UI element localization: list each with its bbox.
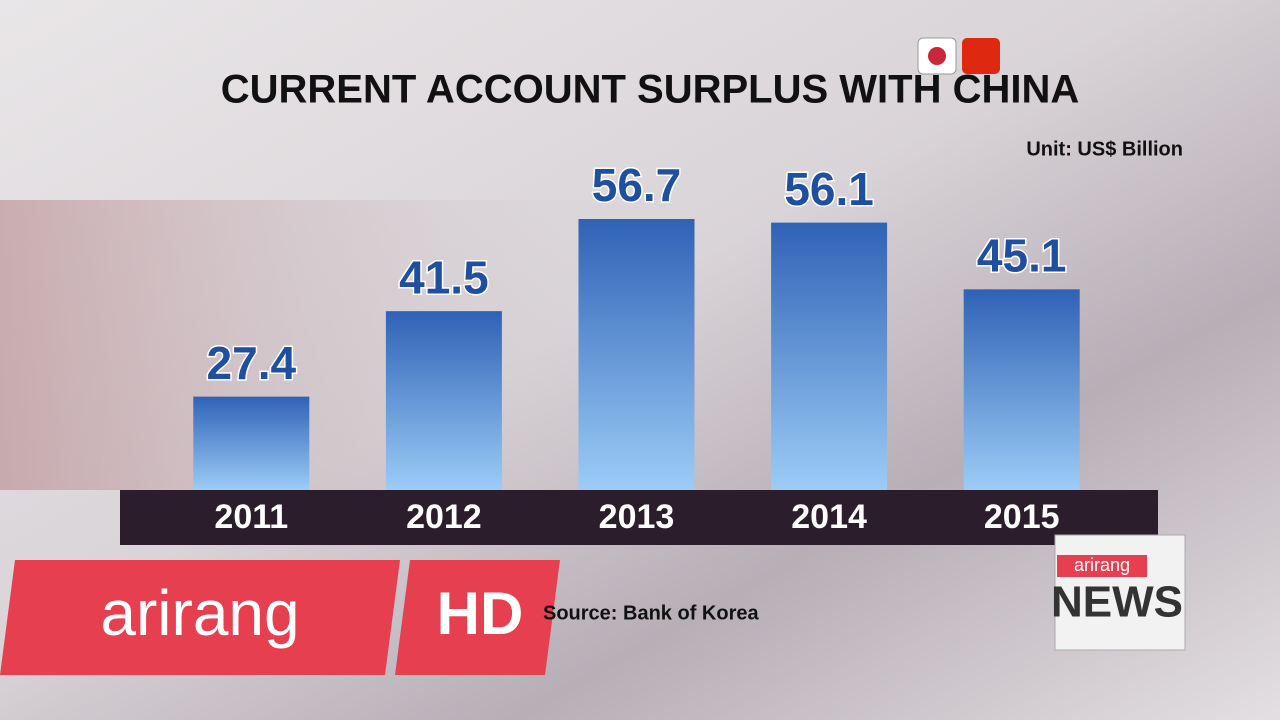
bar [771, 222, 888, 491]
news-brand: arirang [1074, 555, 1130, 575]
news-text: NEWS [1051, 578, 1183, 627]
value-label: 27.4 [207, 337, 297, 389]
x-tick-label: 2013 [599, 498, 675, 536]
logo-box [0, 560, 400, 675]
unit-label: Unit: US$ Billion [1026, 138, 1183, 160]
news-box [1054, 534, 1186, 651]
chart-title: CURRENT ACCOUNT SURPLUS WITH CHINA [221, 68, 1079, 112]
value-label: 45.1 [977, 229, 1067, 281]
x-tick-label: 2014 [791, 498, 867, 536]
korea-flag-symbol [928, 47, 946, 65]
logo-text: arirang [100, 577, 299, 649]
bar [578, 219, 695, 490]
x-tick-label: 2015 [984, 498, 1060, 536]
port-image [0, 200, 620, 490]
value-label: 41.5 [399, 251, 489, 303]
value-label: 56.7 [592, 159, 682, 211]
source-label: Source: Bank of Korea [543, 602, 759, 624]
category-band [120, 490, 1158, 545]
x-tick-label: 2011 [214, 498, 288, 536]
news-brand-box [1057, 555, 1147, 577]
bar [193, 396, 310, 490]
x-tick-label: 2012 [406, 498, 482, 536]
hd-box [395, 560, 560, 675]
hd-text: HD [437, 580, 524, 647]
bar [963, 289, 1080, 490]
china-flag [962, 38, 1000, 74]
bar [385, 311, 502, 490]
value-label: 56.1 [784, 163, 874, 215]
